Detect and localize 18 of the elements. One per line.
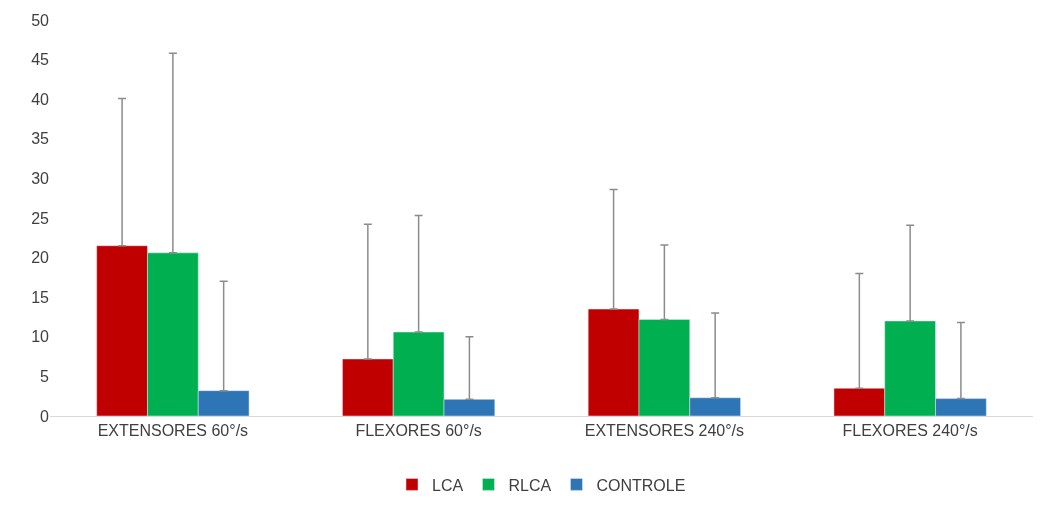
y-tick-label: 25: [31, 209, 50, 227]
y-tick-label: 45: [31, 51, 50, 69]
x-tick-label: EXTENSORES 60°/s: [97, 422, 249, 440]
legend-label: LCA: [432, 476, 464, 494]
legend-label: RLCA: [508, 476, 552, 494]
y-tick-label: 20: [31, 249, 50, 267]
legend-label: CONTROLE: [596, 476, 686, 494]
y-tick-label: 15: [31, 288, 50, 306]
y-tick-label: 0: [40, 407, 50, 425]
y-tick-label: 50: [31, 11, 50, 29]
y-tick-label: 5: [40, 368, 50, 385]
y-tick-label: 30: [31, 170, 50, 187]
y-tick-label: 35: [31, 130, 50, 148]
y-tick-label: 40: [31, 90, 50, 108]
y-tick-label: 10: [31, 328, 50, 346]
x-tick-label: FLEXORES 240°/s: [842, 422, 978, 440]
x-tick-label: EXTENSORES 240°/s: [584, 422, 745, 440]
x-tick-label: FLEXORES 60°/s: [355, 422, 482, 440]
